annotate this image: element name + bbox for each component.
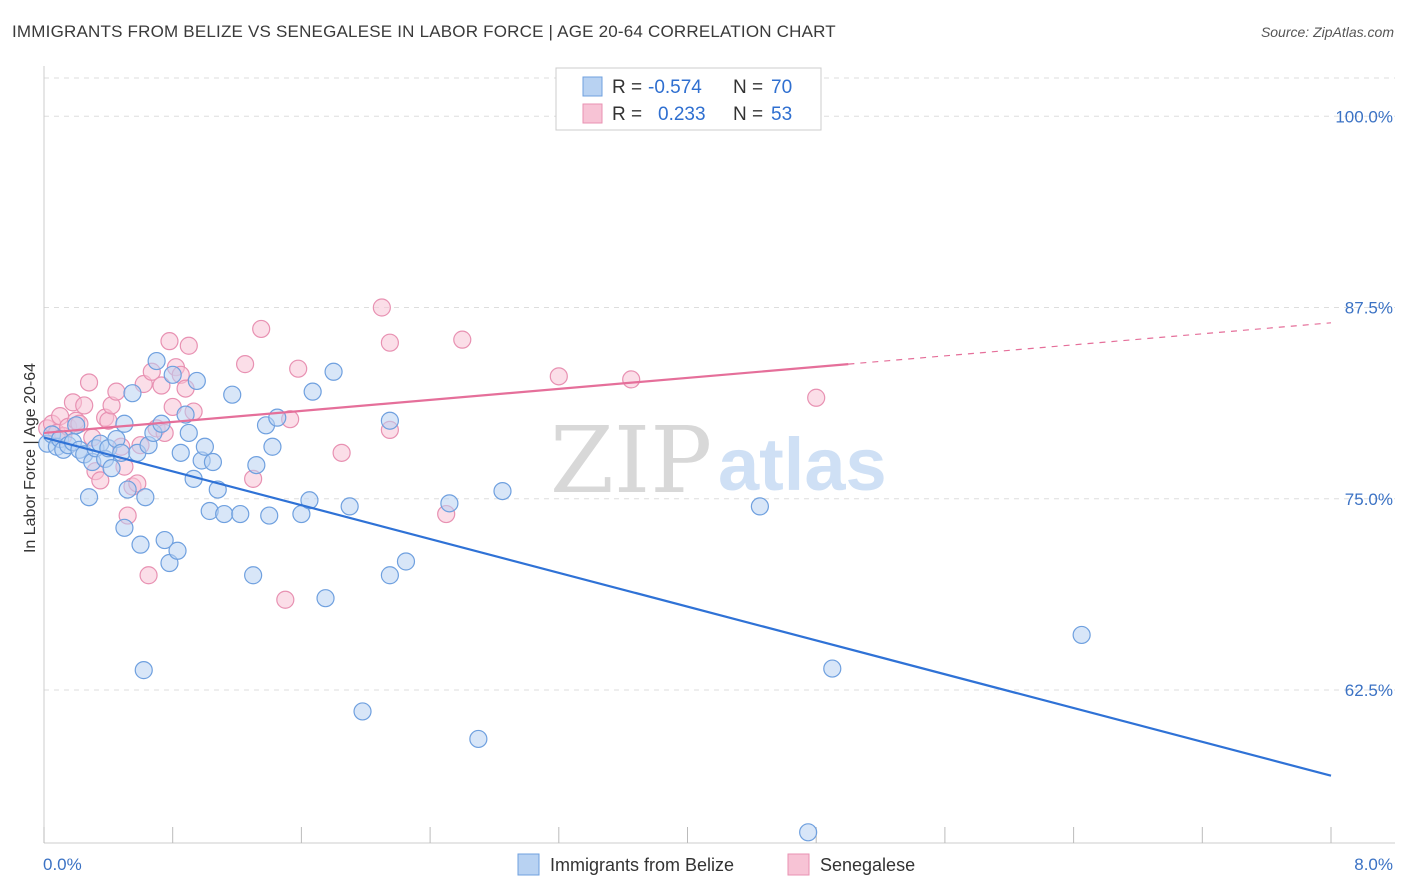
senegalese-point xyxy=(289,359,308,378)
bottom-legend-swatch-senegalese xyxy=(787,853,810,876)
senegalese-point xyxy=(807,388,826,407)
belize-point xyxy=(155,530,174,550)
belize-point xyxy=(823,659,842,678)
belize-point xyxy=(171,443,190,462)
legend-n-label-1: N = xyxy=(733,77,763,98)
senegalese-point xyxy=(332,443,351,462)
chart-title: IMMIGRANTS FROM BELIZE VS SENEGALESE IN … xyxy=(12,22,836,41)
y-axis-label: In Labor Force | Age 20-64 xyxy=(22,363,39,553)
belize-point xyxy=(263,437,282,456)
belize-point xyxy=(136,488,155,507)
watermark: ZIP atlas xyxy=(550,407,887,514)
x-tick-labels: 0.0% 8.0% xyxy=(43,855,1393,874)
belize-point xyxy=(340,497,359,516)
legend-swatch-blue xyxy=(582,76,603,97)
belize-point xyxy=(1072,625,1091,645)
belize-point xyxy=(215,504,234,524)
senegalese-point xyxy=(179,336,198,355)
belize-point xyxy=(123,384,142,403)
belize-point xyxy=(176,405,195,424)
belize-point xyxy=(324,362,343,381)
belize-point xyxy=(799,823,818,842)
senegalese-point xyxy=(107,382,126,401)
bottom-legend-swatch-belize xyxy=(517,853,540,876)
y-tick-label: 100.0% xyxy=(1335,107,1393,126)
belize-point xyxy=(303,382,322,401)
legend-r-value-1: -0.574 xyxy=(648,77,702,98)
senegalese-point xyxy=(160,332,179,351)
belize-point xyxy=(493,482,512,501)
belize-point xyxy=(380,566,399,585)
belize-point xyxy=(168,541,187,560)
x-tick-label: 8.0% xyxy=(1354,855,1393,874)
source-label: Source: ZipAtlas.com xyxy=(1260,24,1394,40)
trend-lines xyxy=(43,322,1332,777)
belize-points xyxy=(38,351,1091,842)
watermark-atlas: atlas xyxy=(718,423,887,506)
belize-point xyxy=(163,365,182,384)
senegalese-point xyxy=(235,355,255,374)
y-tick-label: 62.5% xyxy=(1345,681,1393,700)
belize-point xyxy=(115,518,134,537)
bottom-legend: Immigrants from Belize Senegalese xyxy=(517,853,915,876)
belize-point xyxy=(203,452,223,472)
senegalese-point xyxy=(380,333,399,352)
belize-point xyxy=(115,414,134,433)
senegalese-point xyxy=(139,566,158,585)
belize-point xyxy=(231,504,250,524)
legend-r-value-2: 0.233 xyxy=(658,104,706,125)
axes xyxy=(43,66,1395,844)
senegalese-point xyxy=(152,376,171,395)
legend-r-label-2: R = xyxy=(612,104,642,125)
grid-lines xyxy=(44,77,1395,691)
senegalese-point xyxy=(79,373,99,392)
belize-point xyxy=(223,385,242,404)
senegalese-point xyxy=(276,590,295,609)
belize-point xyxy=(440,494,459,513)
senegalese-point xyxy=(549,367,568,386)
legend-box: R = -0.574 N = 70 R = 0.233 N = 53 xyxy=(555,67,822,131)
belize-point xyxy=(380,411,399,430)
x-tick-label: 0.0% xyxy=(43,855,82,874)
legend-n-value-2: 53 xyxy=(771,104,792,125)
senegalese-point xyxy=(75,396,94,415)
belize-trend-line xyxy=(43,436,1332,777)
belize-point xyxy=(102,459,121,478)
belize-point xyxy=(316,589,335,608)
belize-point xyxy=(396,552,416,571)
belize-point xyxy=(353,702,372,721)
belize-point xyxy=(134,661,153,680)
senegalese-point xyxy=(372,298,391,317)
senegalese-trend-extension xyxy=(848,322,1332,365)
belize-point xyxy=(260,506,279,525)
belize-point xyxy=(147,351,166,371)
belize-point xyxy=(131,535,150,554)
senegalese-point xyxy=(453,330,472,349)
belize-point xyxy=(750,497,769,516)
y-tick-labels: 62.5% 75.0% 87.5% 100.0% xyxy=(1335,107,1393,700)
y-tick-label: 75.0% xyxy=(1345,490,1393,509)
bottom-legend-belize: Immigrants from Belize xyxy=(550,855,734,875)
belize-point xyxy=(247,455,266,475)
senegalese-point xyxy=(252,319,271,339)
belize-point xyxy=(195,437,214,456)
legend-n-value-1: 70 xyxy=(771,77,792,98)
senegalese-trend-line xyxy=(43,363,849,435)
legend-swatch-pink xyxy=(582,103,603,124)
legend-r-label-1: R = xyxy=(612,77,642,98)
belize-point xyxy=(187,371,206,391)
senegalese-point xyxy=(91,471,110,490)
belize-point xyxy=(300,491,319,510)
belize-point xyxy=(244,566,263,585)
belize-point xyxy=(469,729,488,749)
bottom-legend-senegalese: Senegalese xyxy=(820,855,915,875)
belize-point xyxy=(79,488,99,507)
watermark-zip: ZIP xyxy=(550,407,712,514)
belize-point xyxy=(179,423,198,443)
y-tick-label: 87.5% xyxy=(1345,299,1393,318)
belize-point xyxy=(118,480,137,499)
legend-n-label-2: N = xyxy=(733,104,763,125)
senegalese-point xyxy=(622,370,641,389)
